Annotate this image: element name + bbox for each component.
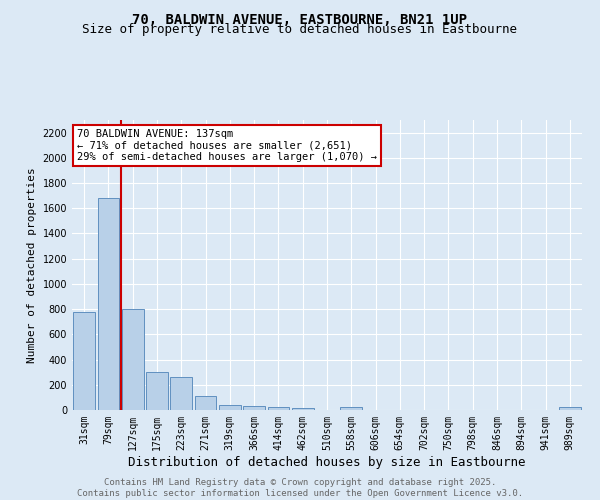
Text: 70 BALDWIN AVENUE: 137sqm
← 71% of detached houses are smaller (2,651)
29% of se: 70 BALDWIN AVENUE: 137sqm ← 71% of detac… xyxy=(77,128,377,162)
Y-axis label: Number of detached properties: Number of detached properties xyxy=(27,167,37,363)
Text: Contains HM Land Registry data © Crown copyright and database right 2025.
Contai: Contains HM Land Registry data © Crown c… xyxy=(77,478,523,498)
Text: 70, BALDWIN AVENUE, EASTBOURNE, BN21 1UP: 70, BALDWIN AVENUE, EASTBOURNE, BN21 1UP xyxy=(133,12,467,26)
Bar xyxy=(170,377,192,410)
Bar xyxy=(97,198,119,410)
Bar xyxy=(340,408,362,410)
Bar xyxy=(146,372,168,410)
X-axis label: Distribution of detached houses by size in Eastbourne: Distribution of detached houses by size … xyxy=(128,456,526,468)
Bar xyxy=(243,406,265,410)
Text: Size of property relative to detached houses in Eastbourne: Size of property relative to detached ho… xyxy=(83,22,517,36)
Bar xyxy=(268,407,289,410)
Bar xyxy=(559,408,581,410)
Bar xyxy=(73,312,95,410)
Bar xyxy=(292,408,314,410)
Bar xyxy=(219,404,241,410)
Bar xyxy=(194,396,217,410)
Bar xyxy=(122,309,143,410)
